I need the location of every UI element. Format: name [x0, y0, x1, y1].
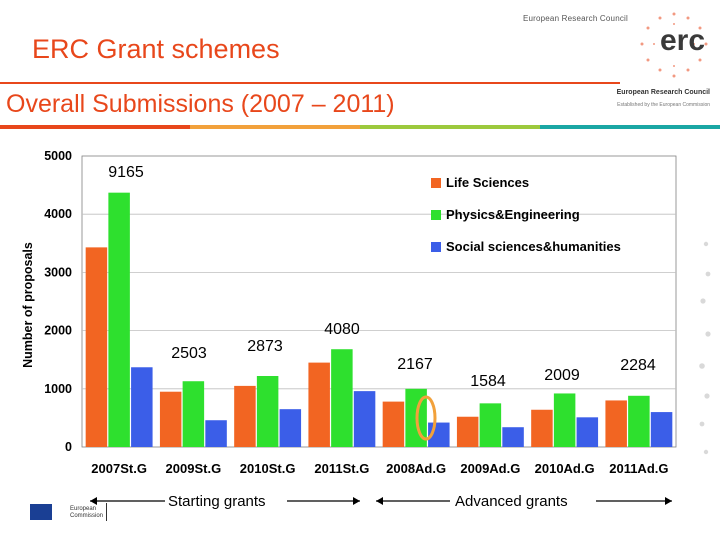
- bar: [308, 362, 330, 447]
- highlight-ellipse: [415, 395, 437, 441]
- page-title: ERC Grant schemes: [32, 34, 280, 64]
- y-tick-label: 3000: [44, 265, 72, 279]
- color-rule-green: [360, 125, 540, 129]
- bar: [650, 412, 673, 447]
- x-tick-label: 2008Ad.G: [386, 461, 446, 476]
- y-tick-label: 5000: [44, 149, 72, 163]
- legend-swatch: [431, 242, 441, 252]
- bar: [531, 409, 553, 447]
- legend-label: Life Sciences: [446, 175, 529, 190]
- ec-divider: [106, 503, 107, 521]
- total-label: 2873: [247, 338, 283, 355]
- header-rule-orange: [0, 82, 620, 84]
- erc-logo-text: erc: [660, 24, 706, 57]
- bracket-starting: [90, 497, 360, 505]
- page-subtitle: Overall Submissions (2007 – 2011): [6, 90, 395, 118]
- bar: [131, 367, 153, 447]
- bar: [553, 393, 576, 447]
- x-tick-label: 2011St.G: [314, 461, 369, 476]
- ec-label-line2: Commission: [70, 513, 104, 519]
- total-label: 4080: [324, 321, 360, 338]
- bar: [456, 416, 479, 447]
- legend: Life Sciences Physics&Engineering Social s…: [431, 175, 621, 254]
- y-tick-label: 1000: [44, 382, 72, 396]
- ec-flag-icon: [30, 504, 52, 520]
- bar: [479, 403, 502, 447]
- erc-logo-tagline: Established by the European Commission: [617, 102, 710, 108]
- y-tick-label: 0: [65, 440, 72, 454]
- legend-label: Physics&Engineering: [446, 207, 580, 222]
- legend-label: Social sciences&humanities: [446, 239, 621, 254]
- bar: [234, 385, 256, 447]
- bar: [382, 401, 405, 447]
- y-axis-label: Number of proposals: [21, 242, 35, 368]
- legend-swatch: [431, 210, 441, 220]
- x-tick-label: 2010Ad.G: [535, 461, 595, 476]
- bracket-advanced: [376, 497, 672, 505]
- color-rule-orange: [0, 125, 190, 129]
- bar: [182, 381, 205, 447]
- bar: [108, 192, 130, 447]
- bar: [353, 391, 376, 447]
- bar: [502, 427, 524, 447]
- total-label: 2284: [620, 357, 656, 374]
- erc-logo-dots: [640, 12, 708, 78]
- total-label: 2167: [397, 356, 433, 373]
- total-label: 9165: [108, 164, 144, 181]
- bar: [576, 417, 599, 447]
- x-tick-label: 2010St.G: [240, 461, 296, 476]
- total-label: 2503: [171, 345, 207, 362]
- advanced-grants-label: Advanced grants: [455, 493, 568, 510]
- bar: [85, 247, 108, 447]
- legend-swatch: [431, 178, 441, 188]
- x-tick-label: 2009St.G: [166, 461, 222, 476]
- y-tick-label: 2000: [44, 324, 72, 338]
- x-tick-label: 2009Ad.G: [460, 461, 520, 476]
- right-decor-dots: [699, 241, 711, 455]
- bar: [256, 375, 279, 447]
- bar: [628, 395, 650, 447]
- bar: [605, 400, 627, 447]
- starting-grants-label: Starting grants: [168, 493, 266, 510]
- color-rule-amber: [190, 125, 360, 129]
- bar: [331, 349, 353, 447]
- x-tick-label: 2011Ad.G: [609, 461, 668, 476]
- erc-logo-subtitle: European Research Council: [616, 89, 710, 96]
- total-label: 1584: [470, 373, 506, 390]
- top-caption: European Research Council: [522, 14, 628, 23]
- color-rule-teal: [540, 125, 720, 129]
- bar: [205, 420, 227, 447]
- bar: [279, 409, 302, 447]
- x-tick-label: 2007St.G: [91, 461, 147, 476]
- bar: [159, 391, 182, 447]
- ec-label: European Commission: [70, 506, 103, 520]
- total-label: 2009: [544, 367, 580, 384]
- y-tick-label: 4000: [44, 207, 72, 221]
- ec-label-line1: European: [70, 506, 97, 512]
